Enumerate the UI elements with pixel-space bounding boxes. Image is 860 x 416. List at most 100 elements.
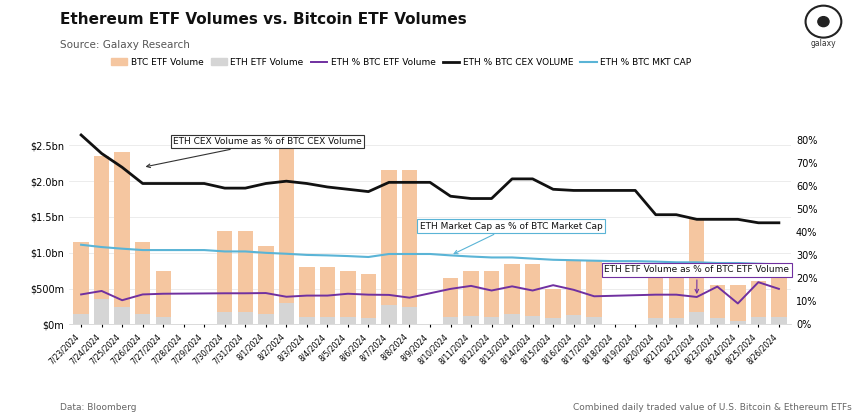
ETH % BTC CEX VOLUME [610,188,620,193]
ETH % BTC CEX VOLUME [343,187,353,192]
Bar [237,312,253,324]
Bar [299,317,315,324]
ETH % BTC MKT CAP [712,260,722,265]
ETH % BTC MKT CAP [117,246,127,251]
Text: ETH ETF Volume as % of BTC ETF Volume: ETH ETF Volume as % of BTC ETF Volume [605,265,789,293]
ETH % BTC CEX VOLUME [671,212,681,217]
Bar [443,278,458,324]
Bar [710,285,725,324]
ETH % BTC MKT CAP [179,248,189,253]
Bar [464,315,479,324]
ETH % BTC MKT CAP [568,258,579,263]
ETH % BTC CEX VOLUME [425,180,435,185]
ETH % BTC CEX VOLUME [96,151,107,156]
Bar [299,267,315,324]
ETH % BTC CEX VOLUME [568,188,579,193]
ETH % BTC ETF Volume [650,292,660,297]
ETH % BTC ETF Volume [281,294,292,299]
ETH % BTC ETF Volume [363,292,373,297]
Bar [73,242,89,324]
Text: Combined daily traded value of U.S. Bitcoin & Ethereum ETFs: Combined daily traded value of U.S. Bitc… [573,403,851,412]
ETH % BTC MKT CAP [774,262,784,267]
Bar [689,312,704,324]
ETH % BTC CEX VOLUME [363,189,373,194]
ETH % BTC ETF Volume [712,284,722,289]
ETH % BTC MKT CAP [610,259,620,264]
Bar [341,271,355,324]
ETH % BTC MKT CAP [466,254,476,259]
ETH % BTC ETF Volume [691,295,702,300]
ETH % BTC MKT CAP [527,256,538,261]
Bar [566,260,581,324]
ETH % BTC MKT CAP [219,249,230,254]
ETH % BTC CEX VOLUME [445,194,456,199]
ETH % BTC CEX VOLUME [733,217,743,222]
Bar [484,271,500,324]
Bar [668,318,684,324]
ETH % BTC MKT CAP [281,251,292,256]
ETH % BTC CEX VOLUME [199,181,210,186]
ETH % BTC CEX VOLUME [302,181,312,186]
Line: ETH % BTC CEX VOLUME: ETH % BTC CEX VOLUME [81,135,779,223]
Bar [360,274,376,324]
ETH % BTC ETF Volume [589,294,599,299]
Bar [135,242,150,324]
ETH % BTC ETF Volume [671,292,681,297]
Bar [320,317,335,324]
ETH % BTC MKT CAP [158,248,169,253]
ETH % BTC MKT CAP [76,242,86,247]
ETH % BTC MKT CAP [425,252,435,257]
ETH % BTC CEX VOLUME [138,181,148,186]
Bar [320,267,335,324]
ETH % BTC MKT CAP [96,245,107,250]
ETH % BTC CEX VOLUME [261,181,271,186]
ETH % BTC ETF Volume [507,284,517,289]
ETH % BTC ETF Volume [117,298,127,303]
Bar [114,152,130,324]
Bar [587,317,602,324]
ETH % BTC ETF Volume [404,295,415,300]
ETH % BTC MKT CAP [671,260,681,265]
ETH % BTC CEX VOLUME [281,179,292,184]
ETH % BTC MKT CAP [302,253,312,258]
Bar [94,156,109,324]
Bar [73,314,89,324]
ETH % BTC ETF Volume [548,283,558,288]
Circle shape [818,17,829,27]
Bar [279,303,294,324]
ETH % BTC ETF Volume [302,293,312,298]
ETH % BTC CEX VOLUME [650,212,660,217]
ETH % BTC CEX VOLUME [712,217,722,222]
ETH % BTC MKT CAP [240,249,250,254]
Bar [751,317,766,324]
Bar [771,317,787,324]
ETH % BTC MKT CAP [589,258,599,263]
Bar [545,318,561,324]
Bar [217,312,232,324]
Text: ETH Market Cap as % of BTC Market Cap: ETH Market Cap as % of BTC Market Cap [420,222,603,254]
Bar [114,307,130,324]
Bar [566,315,581,324]
ETH % BTC ETF Volume [568,287,579,292]
ETH % BTC ETF Volume [527,288,538,293]
ETH % BTC ETF Volume [219,291,230,296]
ETH % BTC CEX VOLUME [589,188,599,193]
Line: ETH % BTC MKT CAP: ETH % BTC MKT CAP [81,245,779,265]
Text: Data: Bloomberg: Data: Bloomberg [60,403,137,412]
ETH % BTC ETF Volume [753,280,764,285]
ETH % BTC MKT CAP [363,255,373,260]
Bar [505,263,519,324]
ETH % BTC CEX VOLUME [548,187,558,192]
ETH % BTC ETF Volume [487,288,497,293]
Bar [648,318,663,324]
Bar [279,145,294,324]
Bar [648,274,663,324]
Bar [94,300,109,324]
ETH % BTC CEX VOLUME [384,180,394,185]
Bar [525,263,540,324]
ETH % BTC MKT CAP [199,248,210,253]
Bar [217,231,232,324]
ETH % BTC CEX VOLUME [322,184,333,189]
ETH % BTC MKT CAP [343,254,353,259]
ETH % BTC MKT CAP [404,252,415,257]
